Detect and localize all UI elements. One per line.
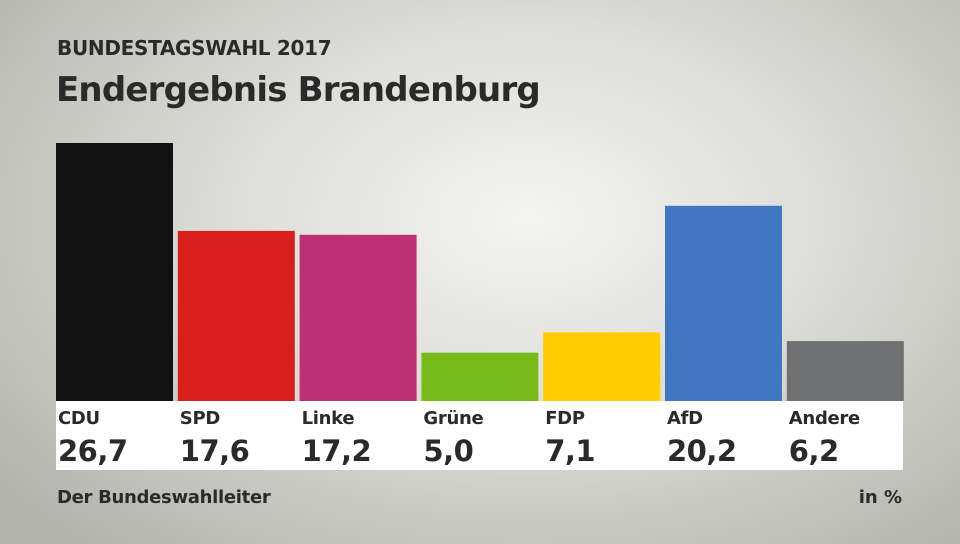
category-label: Grüne (423, 408, 484, 429)
value-label: 6,2 (788, 434, 839, 468)
source-note: Der Bundeswahlleiter (57, 487, 271, 508)
chart-title: Endergebnis Brandenburg (56, 70, 541, 110)
value-label: 17,6 (179, 434, 250, 468)
bar-afd (665, 205, 782, 401)
bar-fdp (543, 332, 661, 401)
bar-grüne (421, 352, 539, 401)
value-label: 26,7 (58, 434, 128, 468)
category-label: Linke (301, 408, 355, 429)
chart-kicker: BUNDESTAGSWAHL 2017 (57, 36, 332, 60)
bar-spd (177, 230, 295, 401)
category-label: Andere (788, 408, 860, 429)
value-label: 7,1 (545, 434, 596, 468)
bar-cdu (56, 143, 173, 401)
value-label: 20,2 (667, 434, 737, 468)
unit-note: in % (858, 487, 902, 508)
category-label: SPD (179, 408, 221, 429)
bar-linke (299, 234, 417, 401)
category-label: CDU (58, 408, 100, 429)
category-label: FDP (545, 408, 585, 429)
category-label: AfD (667, 408, 703, 429)
value-label: 5,0 (423, 434, 474, 468)
value-label: 17,2 (301, 434, 372, 468)
label-box (56, 401, 903, 470)
bar-andere (786, 341, 904, 401)
